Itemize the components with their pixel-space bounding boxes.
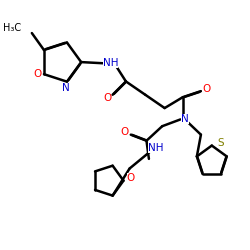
Text: NH: NH <box>103 58 118 68</box>
Text: O: O <box>34 69 42 79</box>
Text: O: O <box>120 127 129 137</box>
Text: O: O <box>202 84 210 94</box>
Text: NH: NH <box>148 143 164 153</box>
Text: O: O <box>103 94 112 104</box>
Text: H₃C: H₃C <box>3 23 21 33</box>
Text: N: N <box>181 114 189 124</box>
Text: N: N <box>62 83 70 93</box>
Text: S: S <box>217 138 224 148</box>
Text: O: O <box>127 173 135 183</box>
